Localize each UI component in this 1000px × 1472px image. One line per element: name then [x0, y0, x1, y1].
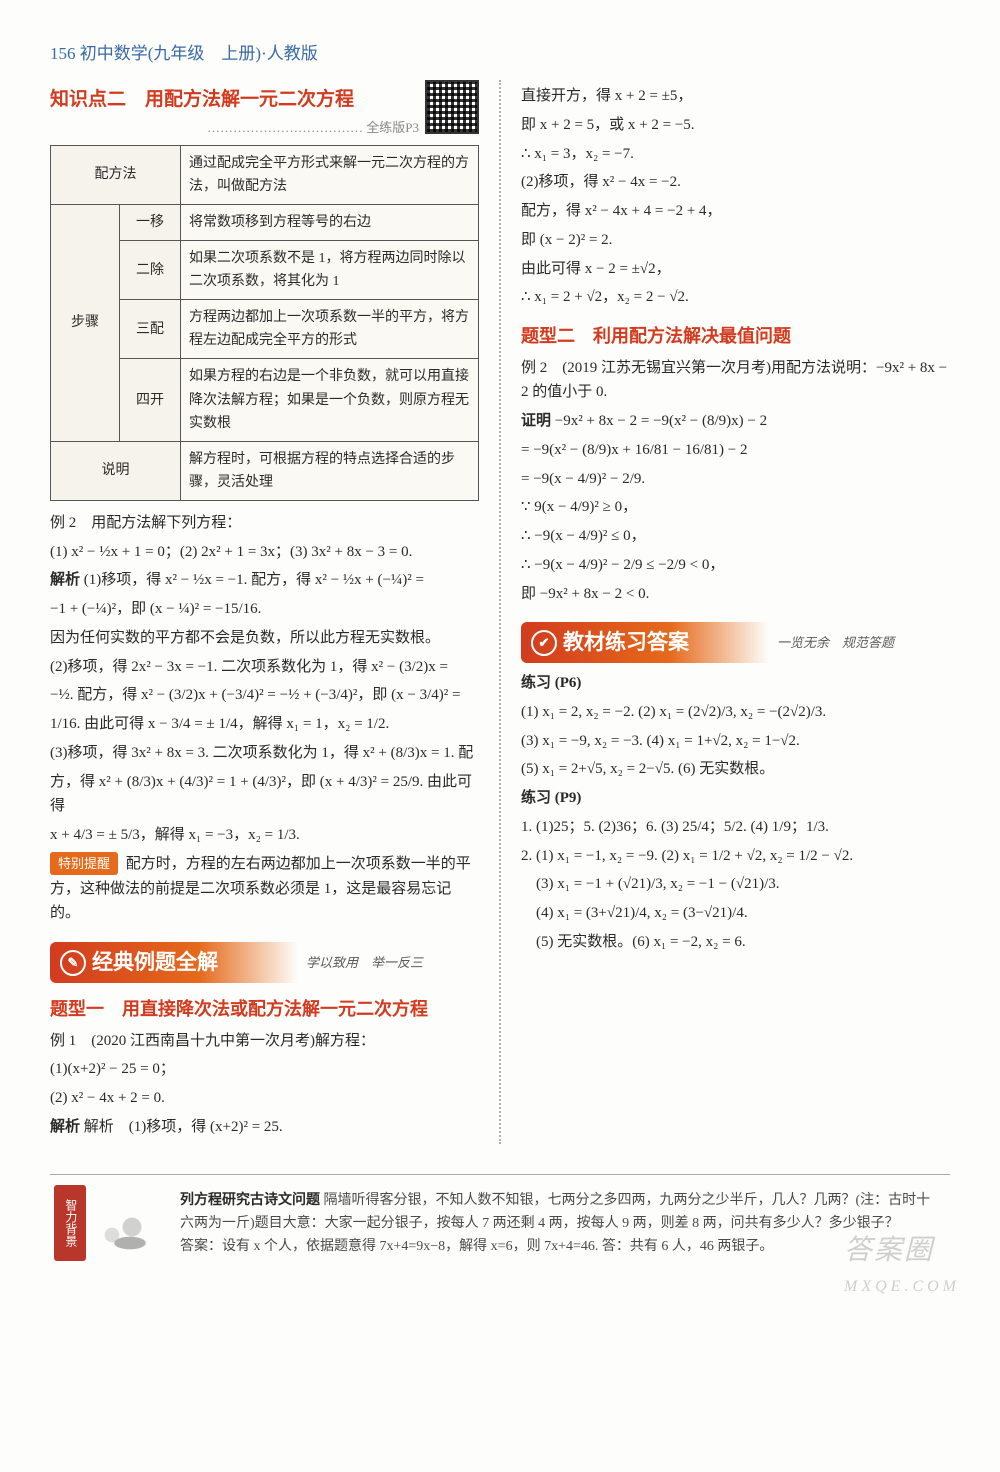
solution-line: 因为任何实数的平方都不会是负数，所以此方程无实数根。 — [50, 626, 479, 651]
right-column: 直接开方，得 x + 2 = ±5， 即 x + 2 = 5，或 x + 2 =… — [521, 80, 950, 1143]
answer-line: (5) 无实数根。(6) x₁ = −2, x₂ = 6. — [521, 930, 950, 955]
left-column: 知识点二 用配方法解一元二次方程 ……………………………… 全练版P3 配方法 … — [50, 80, 501, 1143]
proof-line: −9x² + 8x − 2 = −9(x² − (8/9)x) − 2 — [555, 413, 767, 429]
tip-badge: 特别提醒 — [50, 852, 118, 875]
solution-line: (2)移项，得 x² − 4x = −2. — [521, 170, 950, 195]
table-row: 说明 解方程时，可根据方程的特点选择合适的步骤，灵活处理 — [51, 441, 479, 500]
solution-line: −½. 配方，得 x² − (3/2)x + (−3/4)² = −½ + (−… — [50, 683, 479, 708]
example-line: (1)(x+2)² − 25 = 0； — [50, 1057, 479, 1082]
banner-subtitle: 一览无余 规范答题 — [777, 632, 894, 653]
question-type-2: 题型二 利用配方法解决最值问题 — [521, 322, 950, 352]
question-type-1: 题型一 用直接降次法或配方法解一元二次方程 — [50, 995, 479, 1025]
solution-line: 由此可得 x − 2 = ±√2， — [521, 257, 950, 282]
dot-reference: ……………………………… 全练版P3 — [50, 117, 479, 138]
solution-label: 解析 — [50, 572, 80, 588]
proof-line: ∴ −9(x − 4/9)² ≤ 0， — [521, 524, 950, 549]
proof-line: ∵ 9(x − 4/9)² ≥ 0， — [521, 495, 950, 520]
banner-title: 教材练习答案 — [563, 625, 689, 660]
step-content: 方程两边都加上一次项系数一半的平方，将方程左边配成完全平方的形式 — [181, 300, 479, 359]
proof-label: 证明 — [521, 413, 551, 429]
proof-line: = −9(x² − (8/9)x + 16/81 − 16/81) − 2 — [521, 438, 950, 463]
cell-content: 通过配成完全平方形式来解一元二次方程的方法，叫做配方法 — [181, 145, 479, 204]
cell-label: 配方法 — [51, 145, 181, 204]
example-line: (2) x² − 4x + 2 = 0. — [50, 1086, 479, 1111]
kp-title: 知识点二 用配方法解一元二次方程 — [50, 84, 479, 115]
answer-line: (3) x₁ = −1 + (√21)/3, x₂ = −1 − (√21)/3… — [521, 872, 950, 897]
solution-line: (1)移项，得 x² − ½x = −1. 配方，得 x² − ½x + (−¼… — [84, 572, 424, 588]
steps-label: 步骤 — [51, 205, 120, 442]
page-header: 156 初中数学(九年级 上册)·人教版 — [50, 40, 950, 68]
solution-line: 即 (x − 2)² = 2. — [521, 228, 950, 253]
solution-line: 直接开方，得 x + 2 = ±5， — [521, 84, 950, 109]
example-question: (1) x² − ½x + 1 = 0；(2) 2x² + 1 = 3x；(3)… — [50, 540, 479, 565]
step-content: 如果二次项系数不是 1，将方程两边同时除以二次项系数，将其化为 1 — [181, 241, 479, 300]
practice-heading: 练习 (P6) — [521, 671, 950, 696]
answer-line: (5) x₁ = 2+√5, x₂ = 2−√5. (6) 无实数根。 — [521, 757, 950, 782]
solution-text: 解析 (1)移项，得 (x+2)² = 25. — [84, 1119, 283, 1135]
solution-line: (3)移项，得 3x² + 8x = 3. 二次项系数化为 1，得 x² + (… — [50, 741, 479, 766]
table-row: 步骤 一移 将常数项移到方程等号的右边 — [51, 205, 479, 241]
qr-code-icon — [425, 80, 479, 134]
seal-icon: 智力背景 — [54, 1185, 86, 1261]
solution-line: (2)移项，得 2x² − 3x = −1. 二次项系数化为 1，得 x² − … — [50, 655, 479, 680]
proof-line: 即 −9x² + 8x − 2 < 0. — [521, 582, 950, 607]
solution-line: x + 4/3 = ± 5/3，解得 x₁ = −3，x₂ = 1/3. — [50, 823, 479, 848]
step-label: 四开 — [120, 359, 181, 441]
footnote-title: 列方程研究古诗文问题 — [180, 1193, 320, 1208]
cell-label: 说明 — [51, 441, 181, 500]
answer-line: 1. (1)25；5. (2)36；6. (3) 25/4；5/2. (4) 1… — [521, 815, 950, 840]
footnote-answer: 答案：设有 x 个人，依据题意得 7x+4=9x−8，解得 x=6，则 7x+4… — [180, 1235, 940, 1258]
proof-block: 证明 −9x² + 8x − 2 = −9(x² − (8/9)x) − 2 — [521, 409, 950, 434]
table-row: 配方法 通过配成完全平方形式来解一元二次方程的方法，叫做配方法 — [51, 145, 479, 204]
solution-line: 即 x + 2 = 5，或 x + 2 = −5. — [521, 113, 950, 138]
cell-content: 解方程时，可根据方程的特点选择合适的步骤，灵活处理 — [181, 441, 479, 500]
solution-line: 1/16. 由此可得 x − 3/4 = ± 1/4，解得 x₁ = 1，x₂ … — [50, 712, 479, 737]
step-label: 三配 — [120, 300, 181, 359]
proof-line: ∴ −9(x − 4/9)² − 2/9 ≤ −2/9 < 0， — [521, 553, 950, 578]
example-heading: 例 1 (2020 江西南昌十九中第一次月考)解方程： — [50, 1029, 479, 1054]
solution-line: ∴ x₁ = 2 + √2，x₂ = 2 − √2. — [521, 285, 950, 310]
banner-icon: ✔ — [531, 630, 557, 656]
tip-block: 特别提醒 配方时，方程的左右两边都加上一次项系数一半的平方，这种做法的前提是二次… — [50, 852, 479, 926]
page: 156 初中数学(九年级 上册)·人教版 知识点二 用配方法解一元二次方程 ……… — [0, 0, 1000, 1309]
solution-label: 解析 — [50, 1119, 80, 1135]
teacup-icon — [92, 1197, 170, 1257]
answer-line: 2. (1) x₁ = −1, x₂ = −9. (2) x₁ = 1/2 + … — [521, 844, 950, 869]
proof-line: = −9(x − 4/9)² − 2/9. — [521, 467, 950, 492]
textbook-answers-banner: ✔ 教材练习答案 一览无余 规范答题 — [521, 622, 950, 663]
classic-examples-banner: ✎ 经典例题全解 学以致用 举一反三 — [50, 942, 479, 983]
answer-line: (3) x₁ = −9, x₂ = −3. (4) x₁ = 1+√2, x₂ … — [521, 729, 950, 754]
example-heading: 例 2 (2019 江苏无锡宜兴第一次月考)用配方法说明：−9x² + 8x −… — [521, 356, 950, 406]
practice-heading: 练习 (P9) — [521, 786, 950, 811]
method-table: 配方法 通过配成完全平方形式来解一元二次方程的方法，叫做配方法 步骤 一移 将常… — [50, 145, 479, 501]
answer-line: (1) x₁ = 2, x₂ = −2. (2) x₁ = (2√2)/3, x… — [521, 700, 950, 725]
banner-title: 经典例题全解 — [92, 945, 218, 980]
solution-line: ∴ x₁ = 3，x₂ = −7. — [521, 142, 950, 167]
knowledge-point-header: 知识点二 用配方法解一元二次方程 ……………………………… 全练版P3 — [50, 84, 479, 139]
step-label: 一移 — [120, 205, 181, 241]
step-label: 二除 — [120, 241, 181, 300]
example-heading: 例 2 用配方法解下列方程： — [50, 511, 479, 536]
step-content: 如果方程的右边是一个非负数，就可以用直接降次法解方程；如果是一个负数，则原方程无… — [181, 359, 479, 441]
step-content: 将常数项移到方程等号的右边 — [181, 205, 479, 241]
solution-line: 配方，得 x² − 4x + 4 = −2 + 4， — [521, 199, 950, 224]
answer-line: (4) x₁ = (3+√21)/4, x₂ = (3−√21)/4. — [521, 901, 950, 926]
banner-icon: ✎ — [60, 950, 86, 976]
banner-subtitle: 学以致用 举一反三 — [306, 952, 423, 973]
solution-line: −1 + (−¼)²，即 (x − ¼)² = −15/16. — [50, 597, 479, 622]
main-columns: 知识点二 用配方法解一元二次方程 ……………………………… 全练版P3 配方法 … — [50, 80, 950, 1143]
solution-line: 方，得 x² + (8/3)x + (4/3)² = 1 + (4/3)²，即 … — [50, 770, 479, 820]
solution-line: 解析 解析 (1)移项，得 (x+2)² = 25. — [50, 1115, 479, 1140]
footnote-block: 智力背景 列方程研究古诗文问题 隔墙听得客分银，不知人数不知银，七两分之多四两，… — [50, 1174, 950, 1289]
solution-block: 解析 (1)移项，得 x² − ½x = −1. 配方，得 x² − ½x + … — [50, 568, 479, 593]
